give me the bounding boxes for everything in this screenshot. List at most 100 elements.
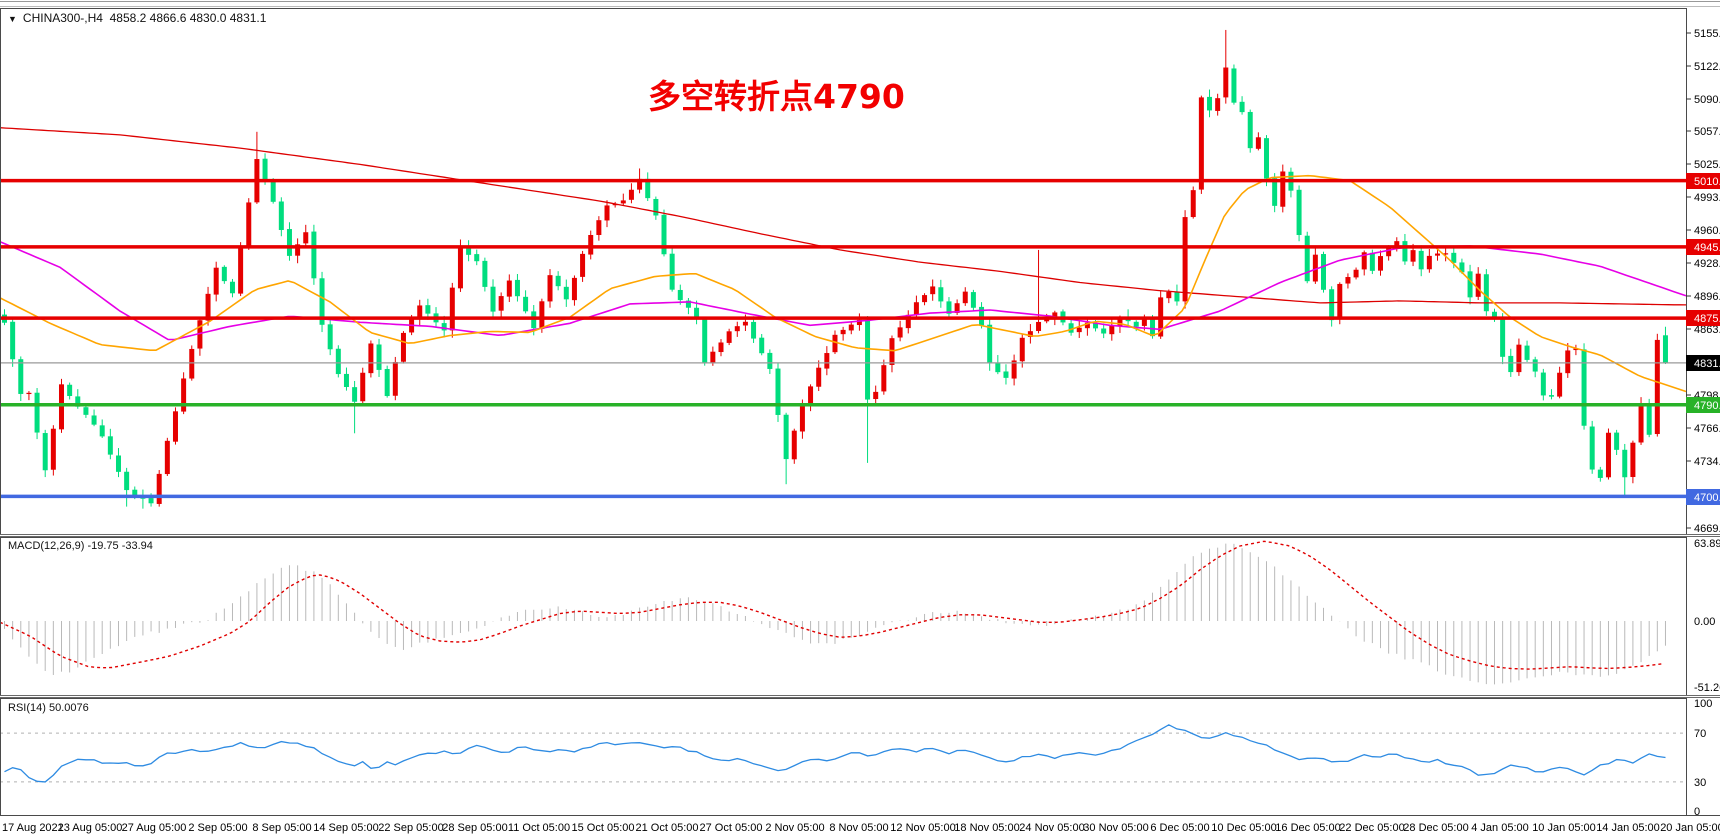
price-tick-label: 5122.5 bbox=[1694, 61, 1720, 73]
price-tick-label: 4896.0 bbox=[1694, 291, 1720, 303]
candle-bullish bbox=[1605, 432, 1611, 478]
time-axis-label: 22 Sep 05:00 bbox=[378, 822, 443, 834]
candle-bullish bbox=[205, 293, 211, 321]
candle-bullish bbox=[498, 296, 504, 311]
candle-bullish bbox=[1426, 255, 1432, 270]
price-axis[interactable]: 5155.0 5122.5 5090.0 5057.5 5025.5 4993.0 4960… bbox=[1686, 28, 1720, 818]
rsi-tick-label: 70 bbox=[1694, 728, 1706, 740]
candle-bearish bbox=[115, 455, 121, 472]
candle-bullish bbox=[1361, 252, 1367, 270]
candle-bearish bbox=[441, 323, 447, 331]
candle-bullish bbox=[1215, 98, 1221, 111]
time-axis-label: 20 Jan 05:00 bbox=[1660, 822, 1720, 834]
candle-bullish bbox=[913, 302, 919, 315]
candle-bearish bbox=[694, 307, 700, 319]
candle-bullish bbox=[1036, 321, 1042, 331]
candle-bearish bbox=[229, 281, 235, 294]
candle-bearish bbox=[278, 201, 284, 230]
rsi-panel[interactable] bbox=[0, 724, 1686, 783]
candle-bearish bbox=[775, 368, 781, 415]
candle-bearish bbox=[938, 287, 944, 302]
time-axis-label: 2 Sep 05:00 bbox=[188, 822, 247, 834]
price-tick-label: 4863.5 bbox=[1694, 324, 1720, 336]
candle-bullish bbox=[1630, 442, 1636, 478]
candle-bullish bbox=[1573, 348, 1579, 351]
horizontal-level-lines[interactable] bbox=[0, 178, 1686, 499]
candle-bearish bbox=[759, 337, 765, 354]
candle-bearish bbox=[335, 348, 341, 375]
fast-ma-line bbox=[0, 174, 1687, 393]
candle-bullish bbox=[1312, 254, 1318, 282]
candle-bullish bbox=[897, 327, 903, 338]
collapse-arrow-icon[interactable]: ▼ bbox=[8, 14, 17, 24]
candle-bullish bbox=[1011, 360, 1017, 379]
candle-bearish bbox=[783, 414, 789, 460]
candle-bullish bbox=[1516, 344, 1522, 373]
candle-bullish bbox=[189, 348, 195, 379]
candle-bearish bbox=[1622, 449, 1628, 478]
candle-bearish bbox=[1524, 345, 1530, 360]
candle-bearish bbox=[1296, 189, 1302, 236]
candle-bullish bbox=[808, 386, 814, 405]
candle-bearish bbox=[970, 292, 976, 308]
candle-bearish bbox=[1459, 262, 1465, 273]
candle-bearish bbox=[1662, 335, 1668, 363]
time-axis-label: 2 Nov 05:00 bbox=[765, 822, 824, 834]
candle-bullish bbox=[1565, 350, 1571, 374]
candle-bearish bbox=[474, 254, 480, 262]
time-axis-label: 15 Oct 05:00 bbox=[572, 822, 635, 834]
candle-bearish bbox=[18, 359, 24, 394]
candle-bearish bbox=[343, 373, 349, 388]
candle-bearish bbox=[352, 387, 358, 402]
candle-bearish bbox=[99, 425, 105, 437]
candle-bearish bbox=[865, 319, 871, 400]
candle-bullish bbox=[791, 430, 797, 460]
candle-bullish bbox=[246, 202, 252, 247]
time-axis-label: 30 Nov 05:00 bbox=[1083, 822, 1148, 834]
price-badge bbox=[1686, 489, 1720, 505]
candle-bullish bbox=[1353, 269, 1359, 278]
candlestick-series[interactable] bbox=[2, 29, 1668, 509]
candle-bullish bbox=[832, 334, 838, 353]
time-axis-label: 27 Oct 05:00 bbox=[700, 822, 763, 834]
candle-bullish bbox=[726, 331, 732, 343]
candle-bearish bbox=[1304, 235, 1310, 282]
candle-bearish bbox=[466, 247, 472, 255]
candle-bullish bbox=[1557, 372, 1563, 397]
candle-bullish bbox=[213, 267, 219, 295]
candle-bearish bbox=[1174, 291, 1180, 302]
price-annotation-text: 多空转折点4790 bbox=[648, 77, 905, 116]
ohlc-values: 4858.2 4866.6 4830.0 4831.1 bbox=[109, 11, 267, 25]
candle-bearish bbox=[1101, 328, 1107, 334]
candle-bearish bbox=[1321, 254, 1327, 290]
price-badge-label: 4875.0 bbox=[1694, 313, 1720, 325]
price-badge-label: 5010.0 bbox=[1694, 176, 1720, 188]
candle-bearish bbox=[327, 324, 333, 350]
price-badge bbox=[1686, 173, 1720, 189]
candle-bullish bbox=[718, 342, 724, 353]
candle-bearish bbox=[221, 266, 227, 282]
time-axis-label: 24 Nov 05:00 bbox=[1019, 822, 1084, 834]
candle-bearish bbox=[995, 362, 1001, 373]
candle-bullish bbox=[873, 391, 879, 400]
candle-bearish bbox=[1239, 101, 1245, 113]
candle-bearish bbox=[1540, 372, 1546, 396]
macd-panel[interactable] bbox=[0, 540, 1666, 685]
candle-bearish bbox=[1068, 323, 1074, 333]
rsi-tick-label: 0 bbox=[1694, 806, 1700, 818]
price-tick-label: 4928.0 bbox=[1694, 258, 1720, 270]
candle-bullish bbox=[816, 367, 822, 387]
candle-bullish bbox=[1394, 241, 1400, 249]
candle-bearish bbox=[1369, 252, 1375, 271]
candle-bullish bbox=[881, 365, 887, 392]
time-axis-label: 17 Aug 2021 bbox=[2, 822, 64, 834]
candle-bearish bbox=[1646, 403, 1652, 435]
price-badge bbox=[1686, 397, 1720, 413]
candle-bullish bbox=[1638, 404, 1644, 443]
candle-bearish bbox=[1272, 178, 1278, 206]
candle-bearish bbox=[132, 489, 138, 496]
